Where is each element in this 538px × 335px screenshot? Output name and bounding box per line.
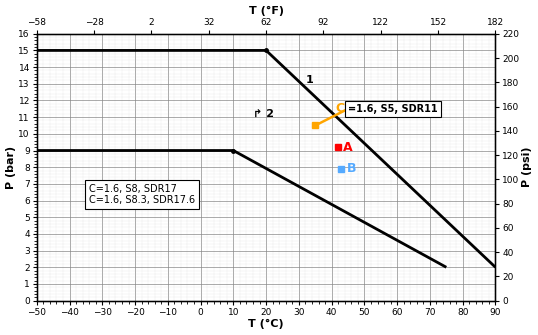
Text: C: C bbox=[336, 102, 345, 115]
Y-axis label: P (bar): P (bar) bbox=[5, 146, 16, 189]
Text: =1.6, S5, SDR11: =1.6, S5, SDR11 bbox=[348, 104, 437, 114]
Y-axis label: P (psi): P (psi) bbox=[522, 147, 533, 188]
Text: B: B bbox=[346, 162, 356, 175]
Text: C=1.6, S8, SDR17
C=1.6, S8.3, SDR17.6: C=1.6, S8, SDR17 C=1.6, S8.3, SDR17.6 bbox=[89, 184, 195, 205]
X-axis label: T (°F): T (°F) bbox=[249, 6, 284, 16]
Text: ↱ 2: ↱ 2 bbox=[253, 109, 274, 119]
X-axis label: T (°C): T (°C) bbox=[249, 319, 284, 329]
Text: 1: 1 bbox=[306, 75, 313, 85]
Text: A: A bbox=[343, 141, 353, 154]
